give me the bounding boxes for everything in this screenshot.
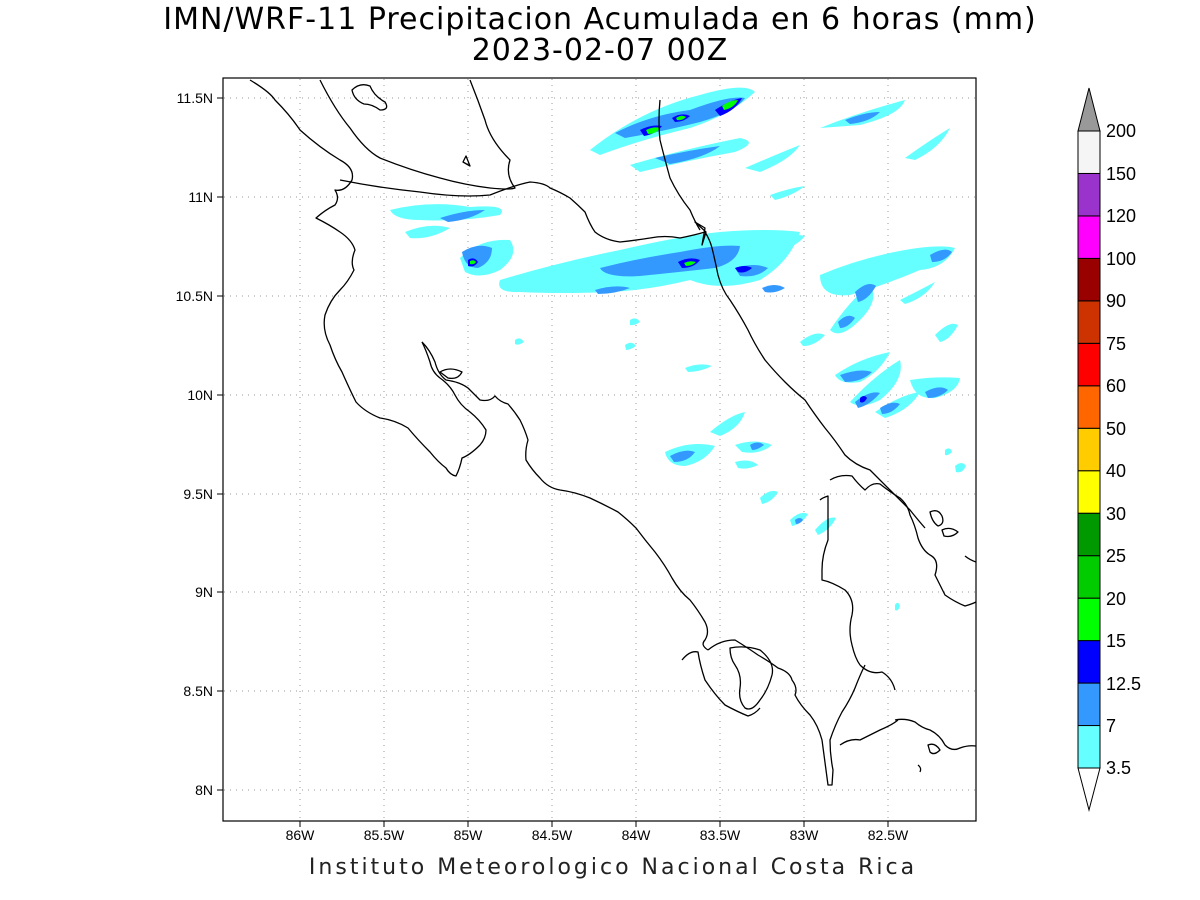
colorbar-label: 90 bbox=[1106, 291, 1126, 311]
colorbar-label: 75 bbox=[1106, 334, 1126, 354]
colorbar-over-triangle bbox=[1077, 87, 1101, 132]
map-ticks bbox=[217, 97, 889, 827]
footer-credit: Instituto Meteorologico Nacional Costa R… bbox=[308, 855, 918, 880]
lon-label-84w: 84W bbox=[622, 827, 652, 843]
colorbar-box bbox=[1077, 257, 1101, 302]
lat-label-9n: 9N bbox=[195, 584, 213, 600]
colorbar-label: 120 bbox=[1106, 206, 1136, 226]
caribbean-coast bbox=[339, 179, 926, 529]
colorbar-box bbox=[1077, 512, 1101, 557]
colorbar-box bbox=[1077, 427, 1101, 472]
lon-label-85-5w: 85.5W bbox=[364, 827, 405, 843]
colorbar-box bbox=[1077, 640, 1101, 684]
colorbar-label: 3.5 bbox=[1106, 758, 1131, 778]
precipitation-shading bbox=[390, 87, 966, 611]
colorbar-box bbox=[1077, 300, 1101, 344]
colorbar-label: 25 bbox=[1106, 546, 1126, 566]
lake-nicaragua-shore bbox=[319, 79, 516, 190]
nicaragua-border bbox=[249, 79, 487, 477]
lat-label-8n: 8N bbox=[195, 782, 213, 798]
lon-label-83-5w: 83.5W bbox=[700, 827, 741, 843]
colorbar-box bbox=[1077, 172, 1101, 217]
map-plot-area bbox=[223, 78, 976, 821]
colorbar-label: 15 bbox=[1106, 631, 1126, 651]
lat-label-10n: 10N bbox=[187, 387, 213, 403]
colorbar-box bbox=[1077, 597, 1101, 642]
lat-label-8-5n: 8.5N bbox=[183, 683, 213, 699]
lon-label-85w: 85W bbox=[454, 827, 484, 843]
colorbar-label: 30 bbox=[1106, 504, 1126, 524]
colorbar-box bbox=[1077, 725, 1101, 769]
colorbar-labels: 3.5 7 12.5 15 20 25 30 40 50 60 75 90 10… bbox=[1106, 121, 1141, 778]
lon-label-86w: 86W bbox=[286, 827, 316, 843]
colorbar-label: 50 bbox=[1106, 419, 1126, 439]
colorbar-box bbox=[1077, 130, 1101, 174]
coastline-and-borders bbox=[249, 79, 977, 786]
colorbar-label: 40 bbox=[1106, 461, 1126, 481]
colorbar-box bbox=[1077, 385, 1101, 429]
colorbar-label: 12.5 bbox=[1106, 674, 1141, 694]
nicoya-gulf bbox=[421, 341, 709, 651]
colorbar-box bbox=[1077, 555, 1101, 599]
colorbar-label: 150 bbox=[1106, 164, 1136, 184]
colorbar-label: 200 bbox=[1106, 121, 1136, 141]
colorbar-label: 100 bbox=[1106, 249, 1136, 269]
lat-label-11n: 11N bbox=[188, 189, 213, 205]
colorbar-label: 7 bbox=[1106, 716, 1116, 736]
panama-border bbox=[819, 495, 861, 666]
lat-label-9-5n: 9.5N bbox=[183, 486, 213, 502]
lat-label-11-5n: 11.5N bbox=[177, 90, 213, 106]
colorbar-label: 60 bbox=[1106, 376, 1126, 396]
latitude-labels: 11.5N 11N 10.5N 10N 9.5N 9N 8.5N 8N bbox=[176, 90, 213, 798]
colorbar-box bbox=[1077, 470, 1101, 514]
map-title: IMN/WRF-11 Precipitacion Acumulada en 6 … bbox=[163, 2, 1037, 37]
colorbar-box bbox=[1077, 342, 1101, 387]
lon-label-84-5w: 84.5W bbox=[532, 827, 573, 843]
colorbar-label: 20 bbox=[1106, 589, 1126, 609]
lon-label-82-5w: 82.5W bbox=[868, 827, 909, 843]
lon-label-83w: 83W bbox=[790, 827, 820, 843]
map-frame bbox=[222, 77, 977, 822]
lake-island bbox=[351, 84, 388, 111]
colorbar-boxes bbox=[1077, 130, 1101, 769]
map-valid-time: 2023-02-07 00Z bbox=[471, 33, 729, 68]
colorbar-box bbox=[1077, 215, 1101, 259]
colorbar-box bbox=[1077, 682, 1101, 727]
lat-label-10-5n: 10.5N bbox=[176, 288, 213, 304]
osa-peninsula bbox=[707, 639, 866, 786]
colorbar-legend: 3.5 7 12.5 15 20 25 30 40 50 60 75 90 10… bbox=[1077, 87, 1141, 812]
colorbar-under-triangle bbox=[1077, 767, 1101, 812]
longitude-labels: 86W 85.5W 85W 84.5W 84W 83.5W 83W 82.5W bbox=[286, 827, 909, 843]
